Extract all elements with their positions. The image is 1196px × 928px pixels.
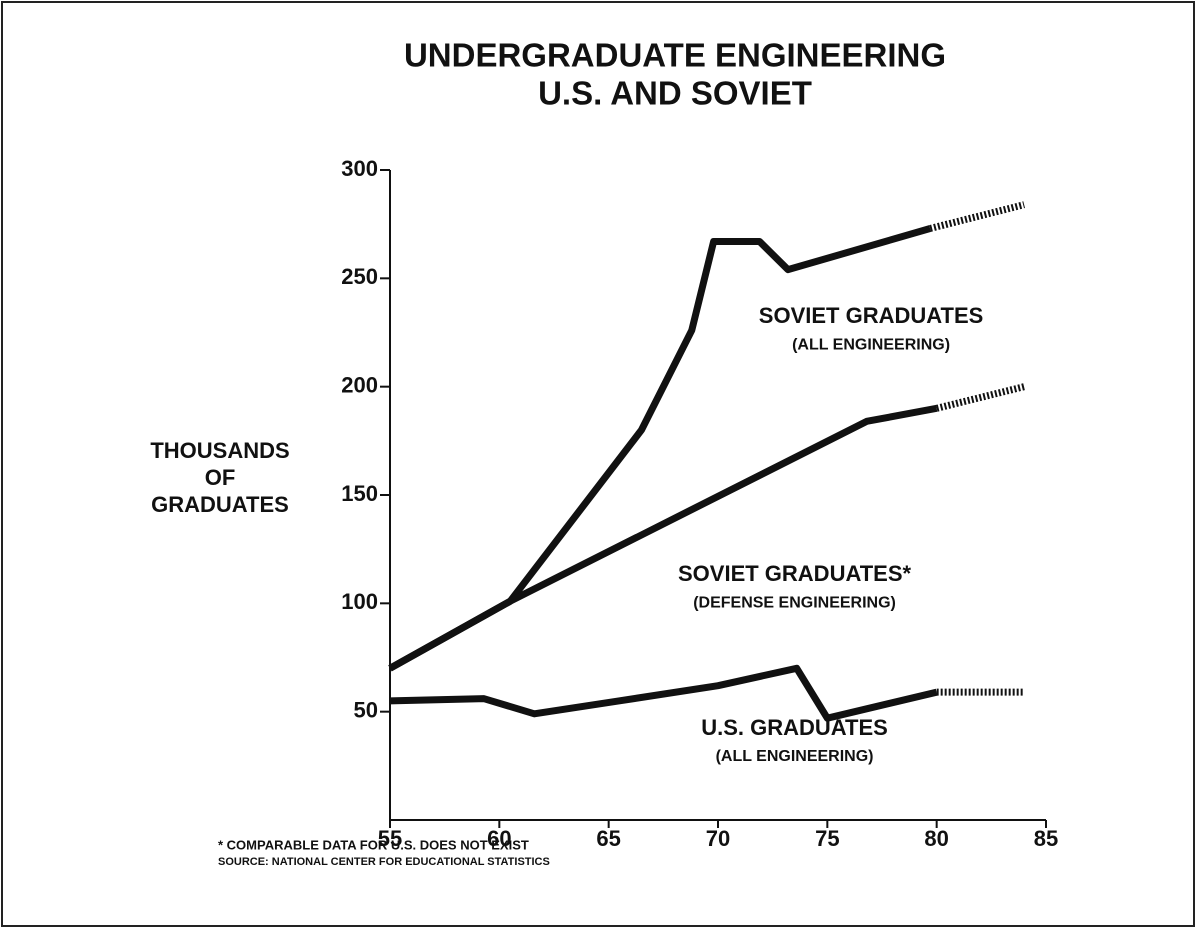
annotation: SOVIET GRADUATES* bbox=[678, 561, 912, 586]
projected-line bbox=[935, 383, 1025, 412]
x-tick-label: 75 bbox=[815, 826, 839, 851]
y-tick-label: 50 bbox=[354, 697, 378, 722]
x-tick-label: 80 bbox=[924, 826, 948, 851]
y-tick-label: 250 bbox=[341, 264, 378, 289]
x-tick-label: 55 bbox=[378, 826, 402, 851]
y-tick-label: 100 bbox=[341, 589, 378, 614]
source: SOURCE: NATIONAL CENTER FOR EDUCATIONAL … bbox=[218, 856, 550, 868]
y-axis-label: OF bbox=[205, 465, 236, 490]
annotation: (ALL ENGINEERING) bbox=[792, 337, 950, 354]
y-axis-label: THOUSANDS bbox=[150, 438, 289, 463]
series-line bbox=[389, 664, 938, 722]
annotation: SOVIET GRADUATES bbox=[759, 303, 984, 328]
x-tick-label: 85 bbox=[1034, 826, 1058, 851]
annotation: U.S. GRADUATES bbox=[701, 715, 888, 740]
series-line bbox=[388, 225, 932, 672]
annotation: (DEFENSE ENGINEERING) bbox=[693, 594, 896, 611]
annotation: (ALL ENGINEERING) bbox=[716, 748, 874, 765]
x-tick-label: 60 bbox=[487, 826, 511, 851]
projected-line bbox=[929, 201, 1025, 232]
y-tick-label: 300 bbox=[341, 156, 378, 181]
y-tick-label: 200 bbox=[341, 372, 378, 397]
y-axis-label: GRADUATES bbox=[151, 492, 289, 517]
series-line bbox=[388, 404, 938, 672]
chart-title: UNDERGRADUATE ENGINEERING bbox=[404, 37, 946, 74]
chart-title: U.S. AND SOVIET bbox=[538, 75, 812, 112]
x-tick-label: 70 bbox=[706, 826, 730, 851]
x-tick-label: 65 bbox=[596, 826, 620, 851]
footnote: * COMPARABLE DATA FOR U.S. DOES NOT EXIS… bbox=[218, 837, 529, 852]
y-tick-label: 150 bbox=[341, 481, 378, 506]
